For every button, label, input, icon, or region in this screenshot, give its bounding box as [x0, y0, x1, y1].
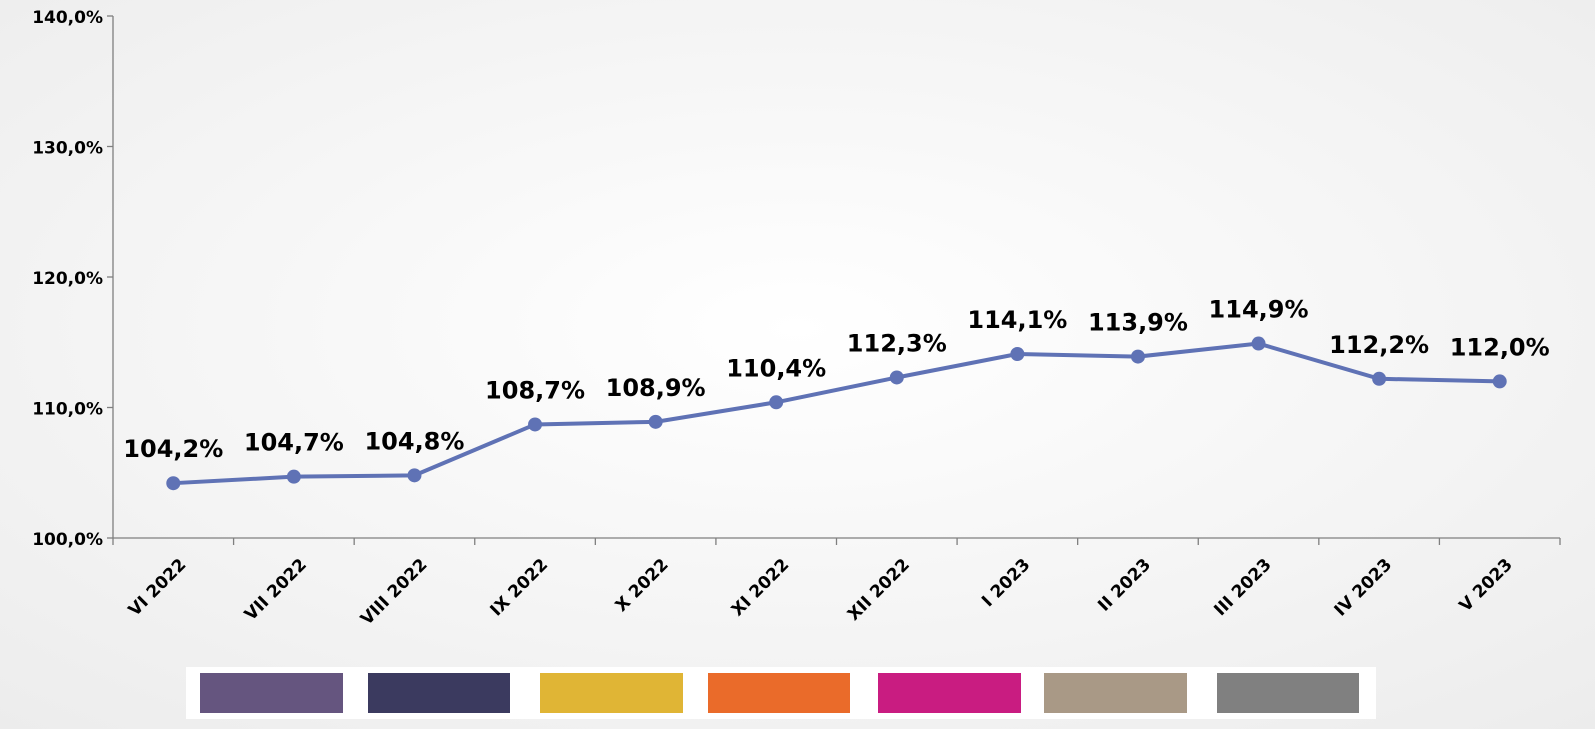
- data-point: [1010, 346, 1025, 361]
- data-point: [1130, 349, 1145, 364]
- data-label: 104,7%: [244, 429, 344, 457]
- swatch: [708, 673, 850, 713]
- data-label: 108,7%: [485, 376, 585, 404]
- series-line: [173, 341, 1500, 486]
- data-label: 112,0%: [1450, 333, 1550, 361]
- data-label: 108,9%: [606, 374, 706, 402]
- data-point: [1492, 374, 1507, 389]
- decor-strip: [186, 667, 1376, 719]
- data-label: 104,8%: [364, 427, 464, 455]
- y-tick-label: 120,0%: [32, 269, 103, 289]
- data-point: [889, 370, 904, 385]
- data-label: 110,4%: [726, 354, 826, 382]
- swatch: [1044, 673, 1187, 713]
- data-label: 112,2%: [1329, 331, 1429, 359]
- data-point: [1251, 336, 1266, 351]
- data-point: [166, 476, 181, 491]
- y-tick-label: 110,0%: [32, 400, 103, 420]
- swatch: [878, 673, 1021, 713]
- data-label: 112,3%: [847, 329, 947, 357]
- data-label: 114,1%: [967, 306, 1067, 334]
- y-tick-label: 100,0%: [32, 530, 103, 550]
- y-tick-label: 140,0%: [32, 8, 103, 28]
- data-point: [528, 417, 543, 432]
- y-tick-label: 130,0%: [32, 139, 103, 159]
- data-point: [407, 468, 422, 483]
- swatch: [1217, 673, 1359, 713]
- data-point: [648, 414, 663, 429]
- data-point: [286, 469, 301, 484]
- data-label: 114,9%: [1209, 296, 1309, 324]
- swatch: [368, 673, 510, 713]
- data-label: 104,2%: [123, 435, 223, 463]
- data-point: [769, 395, 784, 410]
- swatch: [200, 673, 343, 713]
- data-label: 113,9%: [1088, 309, 1188, 337]
- data-point: [1372, 371, 1387, 386]
- swatch: [540, 673, 683, 713]
